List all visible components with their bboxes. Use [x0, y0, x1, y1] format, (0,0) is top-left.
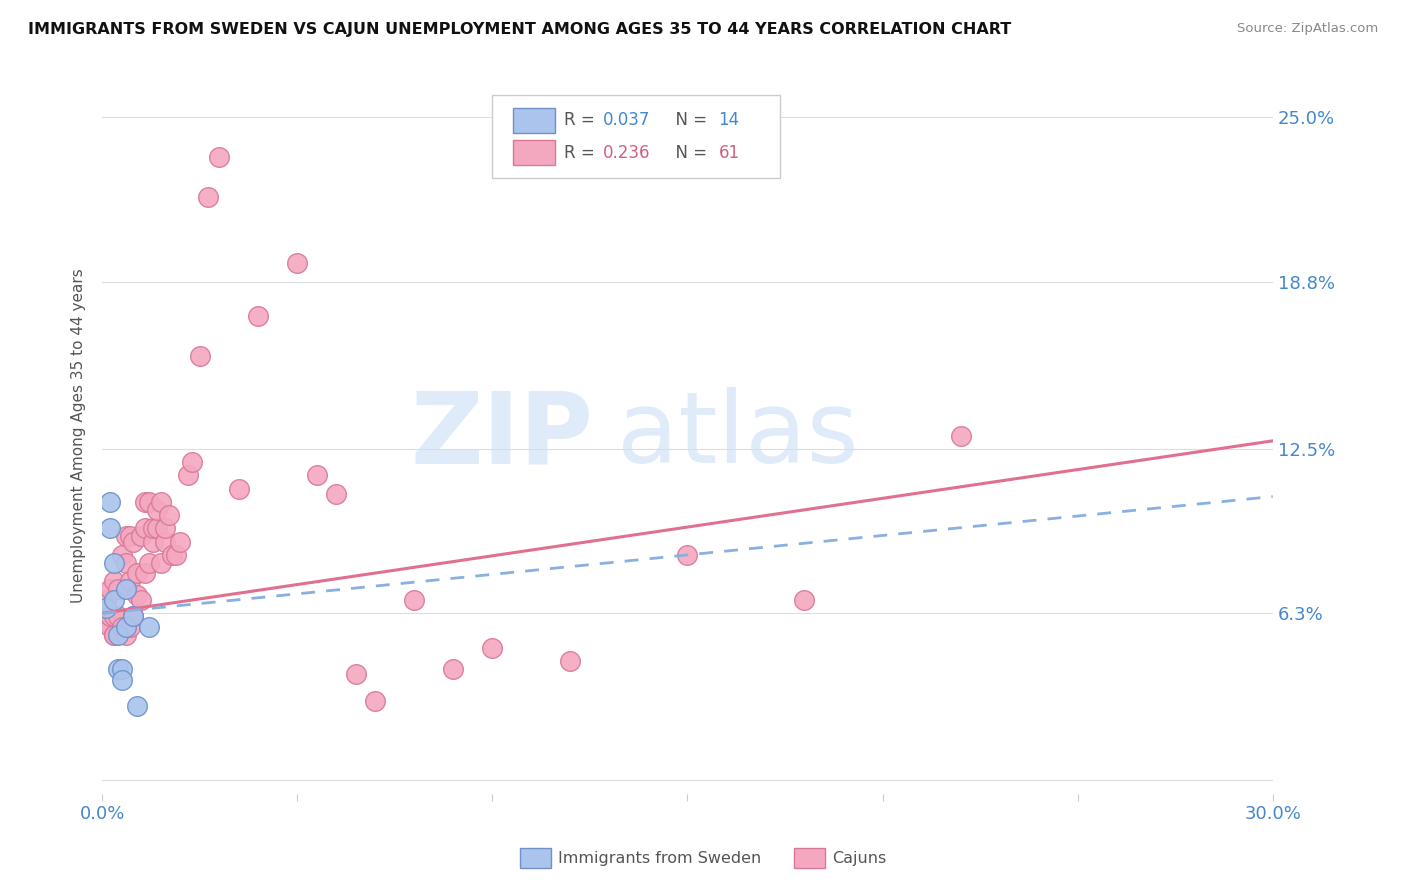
- Point: [103, 574, 125, 589]
- Point: [129, 529, 152, 543]
- Point: [165, 548, 187, 562]
- Point: [103, 627, 125, 641]
- Point: [107, 662, 129, 676]
- Point: [111, 673, 134, 687]
- Point: [103, 593, 125, 607]
- Point: [344, 667, 367, 681]
- Point: [157, 508, 180, 523]
- Point: [107, 609, 129, 624]
- Y-axis label: Unemployment Among Ages 35 to 44 years: Unemployment Among Ages 35 to 44 years: [72, 268, 86, 603]
- Point: [134, 495, 156, 509]
- Text: 0.236: 0.236: [603, 144, 651, 161]
- Point: [94, 601, 117, 615]
- Point: [188, 349, 211, 363]
- Point: [149, 495, 172, 509]
- Point: [127, 566, 149, 581]
- Point: [441, 662, 464, 676]
- Text: atlas: atlas: [617, 387, 859, 484]
- Point: [111, 619, 134, 633]
- Point: [146, 521, 169, 535]
- Point: [197, 190, 219, 204]
- Point: [247, 309, 270, 323]
- Text: 14: 14: [718, 112, 740, 129]
- Point: [676, 548, 699, 562]
- Text: Source: ZipAtlas.com: Source: ZipAtlas.com: [1237, 22, 1378, 36]
- Point: [94, 614, 117, 628]
- Point: [107, 627, 129, 641]
- Point: [793, 593, 815, 607]
- Point: [169, 534, 191, 549]
- Point: [103, 609, 125, 624]
- Point: [114, 556, 136, 570]
- Text: 61: 61: [718, 144, 740, 161]
- Point: [153, 534, 176, 549]
- Point: [177, 468, 200, 483]
- Point: [103, 627, 125, 641]
- Text: 0.037: 0.037: [603, 112, 651, 129]
- Point: [118, 529, 141, 543]
- Point: [481, 640, 503, 655]
- Point: [146, 503, 169, 517]
- Point: [142, 534, 165, 549]
- Text: R =: R =: [564, 112, 600, 129]
- Point: [98, 609, 121, 624]
- Text: IMMIGRANTS FROM SWEDEN VS CAJUN UNEMPLOYMENT AMONG AGES 35 TO 44 YEARS CORRELATI: IMMIGRANTS FROM SWEDEN VS CAJUN UNEMPLOY…: [28, 22, 1011, 37]
- Point: [122, 609, 145, 624]
- Point: [138, 556, 160, 570]
- Point: [94, 593, 117, 607]
- Point: [118, 574, 141, 589]
- Text: N =: N =: [665, 112, 713, 129]
- Point: [208, 150, 231, 164]
- Point: [122, 534, 145, 549]
- Text: Immigrants from Sweden: Immigrants from Sweden: [558, 851, 762, 865]
- Point: [114, 582, 136, 597]
- Text: N =: N =: [665, 144, 713, 161]
- Point: [325, 487, 347, 501]
- Point: [142, 521, 165, 535]
- Text: R =: R =: [564, 144, 600, 161]
- Point: [114, 619, 136, 633]
- Point: [107, 582, 129, 597]
- Point: [228, 482, 250, 496]
- Point: [98, 521, 121, 535]
- Point: [127, 588, 149, 602]
- Point: [181, 455, 204, 469]
- Point: [98, 619, 121, 633]
- Point: [134, 521, 156, 535]
- Point: [138, 495, 160, 509]
- Point: [111, 662, 134, 676]
- Text: ZIP: ZIP: [411, 387, 593, 484]
- Point: [103, 556, 125, 570]
- Point: [129, 593, 152, 607]
- Point: [153, 521, 176, 535]
- Point: [122, 609, 145, 624]
- Point: [949, 428, 972, 442]
- Point: [560, 654, 582, 668]
- Point: [364, 694, 387, 708]
- Point: [149, 556, 172, 570]
- Point: [114, 529, 136, 543]
- Point: [114, 627, 136, 641]
- Point: [305, 468, 328, 483]
- Point: [98, 582, 121, 597]
- Text: Cajuns: Cajuns: [832, 851, 887, 865]
- Point: [285, 256, 308, 270]
- Point: [404, 593, 426, 607]
- Point: [138, 619, 160, 633]
- Point: [118, 619, 141, 633]
- Point: [111, 548, 134, 562]
- Point: [162, 548, 184, 562]
- Point: [98, 495, 121, 509]
- Point: [134, 566, 156, 581]
- Point: [127, 699, 149, 714]
